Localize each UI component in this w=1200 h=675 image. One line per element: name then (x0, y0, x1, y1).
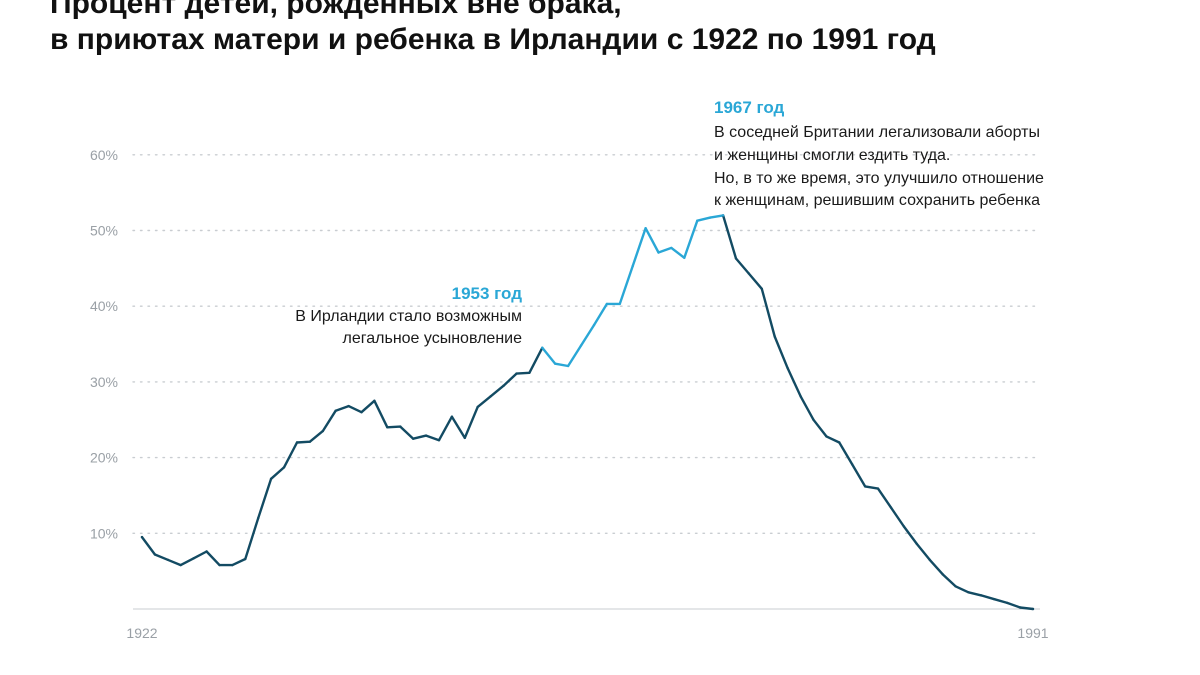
data-point-1943 (412, 437, 415, 440)
data-point-1930 (244, 557, 247, 561)
data-point-1982 (915, 542, 918, 546)
data-point-1922 (140, 535, 144, 539)
data-point-1957 (592, 323, 596, 327)
data-point-1933 (282, 466, 286, 469)
data-point-1936 (321, 429, 324, 433)
data-point-1931 (257, 517, 260, 520)
data-point-1981 (902, 525, 906, 528)
data-point-1950 (502, 384, 505, 387)
data-point-1974 (812, 418, 815, 421)
y-tick-label-50: 50% (90, 223, 118, 239)
data-point-1978 (863, 485, 867, 488)
data-point-1941 (386, 426, 389, 429)
y-tick-label-20: 20% (90, 450, 118, 466)
data-point-1948 (476, 405, 479, 409)
data-point-1938 (347, 404, 350, 408)
data-point-1955 (566, 364, 570, 368)
data-point-1959 (618, 302, 621, 306)
data-point-1932 (269, 477, 273, 480)
data-point-1960 (631, 264, 634, 268)
data-point-1953 (541, 346, 544, 349)
data-point-1988 (993, 598, 996, 601)
y-tick-label-60: 60% (90, 147, 118, 163)
data-point-1962 (657, 251, 660, 254)
data-point-1937 (334, 409, 337, 412)
x-tick-label-1922: 1922 (126, 625, 157, 641)
data-point-1987 (980, 594, 983, 597)
data-point-1927 (205, 550, 208, 553)
data-point-1967 (721, 214, 725, 217)
data-point-1991 (1031, 607, 1035, 611)
annotation-1967-line-1: В соседней Британии легализовали аборты (714, 124, 1040, 141)
x-tick-label-1991: 1991 (1017, 625, 1048, 641)
gridlines (132, 154, 1041, 534)
data-point-1980 (889, 506, 893, 509)
data-point-1979 (876, 487, 880, 490)
series-line-1967-1991 (721, 214, 1035, 611)
data-point-1942 (399, 425, 402, 428)
series-line-1953-1967 (541, 214, 725, 368)
data-point-1926 (192, 557, 195, 560)
data-point-1946 (450, 415, 454, 418)
annotation-1967-heading: 1967 год (714, 98, 785, 117)
data-point-1985 (954, 585, 957, 588)
series-lines (140, 214, 1035, 611)
data-point-1983 (928, 558, 931, 561)
data-point-1952 (528, 371, 531, 374)
data-point-1940 (373, 399, 376, 402)
data-point-1961 (644, 227, 647, 230)
data-point-1984 (941, 573, 944, 576)
chart-title: Процент детей, рожденных вне брака, в пр… (50, 0, 1170, 58)
data-point-1958 (605, 302, 609, 306)
data-point-1968 (734, 257, 738, 260)
data-point-1925 (179, 563, 182, 567)
annotation-1953-line-2: легальное усыновление (343, 330, 523, 347)
annotation-1967-line-2: и женщины смогли ездить туда. (714, 147, 950, 164)
data-point-1972 (786, 367, 789, 370)
data-point-1935 (308, 440, 312, 443)
data-point-1964 (683, 256, 686, 259)
data-point-1969 (747, 272, 751, 275)
data-point-1973 (799, 395, 802, 398)
data-point-1975 (825, 435, 828, 438)
data-point-1990 (1018, 606, 1022, 609)
data-point-1949 (489, 395, 492, 398)
annotation-1953: 1953 год В Ирландии стало возможным лега… (295, 284, 522, 347)
data-point-1951 (515, 372, 518, 375)
chart-title-line-1: Процент детей, рожденных вне брака, (50, 0, 622, 20)
data-point-1945 (437, 439, 441, 442)
data-point-1970 (760, 287, 763, 290)
data-point-1956 (579, 344, 583, 347)
data-point-1947 (463, 436, 466, 440)
annotation-1953-line-1: В Ирландии стало возможным (295, 308, 522, 325)
data-point-1934 (295, 441, 299, 444)
data-point-1966 (709, 216, 712, 219)
annotation-1967-line-3: Но, в то же время, это улучшило отношени… (714, 170, 1044, 187)
data-point-1939 (360, 411, 363, 414)
data-point-1923 (153, 553, 157, 556)
data-point-1963 (670, 246, 673, 250)
data-point-1976 (838, 441, 841, 444)
data-point-1924 (166, 558, 169, 561)
data-point-1944 (424, 434, 428, 437)
data-point-1954 (554, 362, 557, 365)
chart-title-line-2: в приютах матери и ребенка в Ирландии с … (50, 23, 936, 56)
data-point-1986 (967, 591, 970, 594)
data-point-1929 (231, 563, 234, 567)
data-point-1989 (1006, 601, 1009, 605)
y-tick-labels: 10% 20% 30% 40% 50% 60% (90, 147, 118, 541)
data-point-1965 (696, 219, 699, 222)
series-line-1922-1953 (140, 346, 544, 567)
y-tick-label-10: 10% (90, 525, 118, 541)
data-point-1971 (773, 335, 776, 338)
data-point-1928 (218, 563, 221, 567)
x-tick-labels: 1922 1991 (126, 625, 1048, 641)
annotation-1967-line-4: к женщинам, решившим сохранить ребенка (714, 192, 1040, 209)
y-tick-label-30: 30% (90, 374, 118, 390)
annotation-1953-heading: 1953 год (452, 284, 523, 303)
annotation-1967: 1967 год В соседней Британии легализовал… (714, 98, 1044, 209)
y-tick-label-40: 40% (90, 298, 118, 314)
data-point-1977 (851, 463, 854, 466)
